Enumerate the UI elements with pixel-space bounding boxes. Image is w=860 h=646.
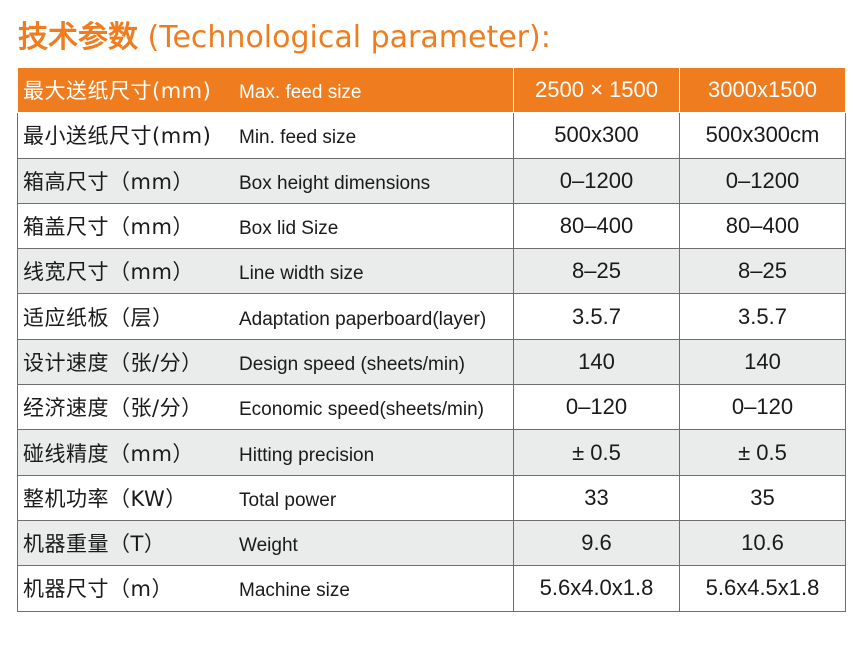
table-row: 整机功率（KW） Total power 33 35 bbox=[17, 474, 846, 521]
row-label-en: Total power bbox=[239, 489, 337, 511]
row-label-zh: 最小送纸尺寸(mm) bbox=[23, 124, 212, 149]
spec-table: 最大送纸尺寸(mm) Max. feed size 2500 × 1500 300… bbox=[17, 66, 846, 612]
table-row: 经济速度（张/分） Economic speed(sheets/min) 0–120… bbox=[17, 384, 846, 431]
row-label-zh: 经济速度（张/分） bbox=[23, 396, 203, 421]
row-label-cell: 经济速度（张/分） Economic speed(sheets/min) bbox=[17, 384, 514, 431]
row-label-zh: 箱高尺寸（mm） bbox=[23, 169, 194, 194]
row-label-zh: 整机功率（KW） bbox=[23, 486, 187, 511]
header-value-1: 2500 × 1500 bbox=[513, 66, 680, 114]
row-label-en: Weight bbox=[239, 535, 298, 557]
row-value-2: 35 bbox=[679, 474, 846, 521]
page-title-zh: 技术参数 bbox=[18, 20, 138, 55]
row-value-2: 5.6x4.5x1.8 bbox=[679, 565, 846, 612]
row-value-2: 10.6 bbox=[679, 519, 846, 567]
row-label-zh: 设计速度（张/分） bbox=[23, 350, 203, 375]
row-value-1: 3.5.7 bbox=[513, 293, 680, 340]
row-label-zh: 箱盖尺寸（mm） bbox=[23, 215, 194, 240]
header-value-2: 3000x1500 bbox=[679, 66, 846, 114]
row-value-2: 80–400 bbox=[679, 202, 846, 250]
row-value-1: 9.6 bbox=[513, 519, 680, 567]
row-label-cell: 碰线精度（mm） Hitting precision bbox=[17, 429, 514, 476]
page-title-en: (Technological parameter): bbox=[138, 20, 551, 55]
row-value-1: 80–400 bbox=[513, 202, 680, 250]
row-label-cell: 机器尺寸（m） Machine size bbox=[17, 565, 514, 612]
header-label-en: Max. feed size bbox=[239, 82, 362, 104]
row-value-2: 0–120 bbox=[679, 384, 846, 431]
row-label-en: Box lid Size bbox=[239, 218, 339, 240]
row-value-1: 0–1200 bbox=[513, 157, 680, 204]
row-value-1: 140 bbox=[513, 338, 680, 386]
row-value-1: 0–120 bbox=[513, 384, 680, 431]
row-label-zh: 适应纸板（层） bbox=[23, 305, 174, 330]
row-label-cell: 最小送纸尺寸(mm) Min. feed size bbox=[17, 112, 514, 159]
row-label-zh: 碰线精度（mm） bbox=[23, 441, 194, 466]
table-row: 最小送纸尺寸(mm) Min. feed size 500x300 500x300cm bbox=[17, 112, 846, 159]
row-label-zh: 线宽尺寸（mm） bbox=[23, 260, 194, 285]
row-value-1: ± 0.5 bbox=[513, 429, 680, 476]
table-row: 设计速度（张/分） Design speed (sheets/min) 140 140 bbox=[17, 338, 846, 386]
header-label-zh: 最大送纸尺寸(mm) bbox=[23, 79, 212, 104]
table-row: 箱高尺寸（mm） Box height dimensions 0–1200 0–120… bbox=[17, 157, 846, 204]
row-label-en: Min. feed size bbox=[239, 127, 357, 149]
row-value-2: 8–25 bbox=[679, 248, 846, 295]
row-value-2: 0–1200 bbox=[679, 157, 846, 204]
row-label-en: Design speed (sheets/min) bbox=[239, 353, 465, 375]
row-label-cell: 线宽尺寸（mm） Line width size bbox=[17, 248, 514, 295]
row-label-cell: 机器重量（T） Weight bbox=[17, 519, 514, 567]
row-value-2: 140 bbox=[679, 338, 846, 386]
row-value-1: 5.6x4.0x1.8 bbox=[513, 565, 680, 612]
page-title: 技术参数 (Technological parameter): bbox=[18, 12, 551, 56]
row-value-2: 500x300cm bbox=[679, 112, 846, 159]
row-label-en: Economic speed(sheets/min) bbox=[239, 399, 484, 421]
row-label-en: Adaptation paperboard(layer) bbox=[239, 308, 487, 330]
row-value-1: 8–25 bbox=[513, 248, 680, 295]
row-label-cell: 适应纸板（层） Adaptation paperboard(layer) bbox=[17, 293, 514, 340]
row-label-en: Box height dimensions bbox=[239, 172, 431, 194]
row-value-2: ± 0.5 bbox=[679, 429, 846, 476]
table-row: 碰线精度（mm） Hitting precision ± 0.5 ± 0.5 bbox=[17, 429, 846, 476]
row-label-cell: 箱高尺寸（mm） Box height dimensions bbox=[17, 157, 514, 204]
table-row: 适应纸板（层） Adaptation paperboard(layer) 3.5.7… bbox=[17, 293, 846, 340]
row-label-cell: 整机功率（KW） Total power bbox=[17, 474, 514, 521]
table-row: 机器重量（T） Weight 9.6 10.6 bbox=[17, 519, 846, 567]
table-row: 机器尺寸（m） Machine size 5.6x4.0x1.8 5.6x4.5x1.… bbox=[17, 565, 846, 612]
row-label-zh: 机器重量（T） bbox=[23, 532, 166, 557]
row-value-1: 500x300 bbox=[513, 112, 680, 159]
row-label-zh: 机器尺寸（m） bbox=[23, 577, 173, 602]
header-label-cell: 最大送纸尺寸(mm) Max. feed size bbox=[17, 66, 514, 114]
table-header-row: 最大送纸尺寸(mm) Max. feed size 2500 × 1500 300… bbox=[17, 66, 846, 114]
table-row: 线宽尺寸（mm） Line width size 8–25 8–25 bbox=[17, 248, 846, 295]
row-label-cell: 箱盖尺寸（mm） Box lid Size bbox=[17, 202, 514, 250]
table-row: 箱盖尺寸（mm） Box lid Size 80–400 80–400 bbox=[17, 202, 846, 250]
row-label-en: Machine size bbox=[239, 580, 350, 602]
row-value-1: 33 bbox=[513, 474, 680, 521]
row-label-en: Hitting precision bbox=[239, 444, 375, 466]
row-label-cell: 设计速度（张/分） Design speed (sheets/min) bbox=[17, 338, 514, 386]
row-label-en: Line width size bbox=[239, 263, 364, 285]
row-value-2: 3.5.7 bbox=[679, 293, 846, 340]
